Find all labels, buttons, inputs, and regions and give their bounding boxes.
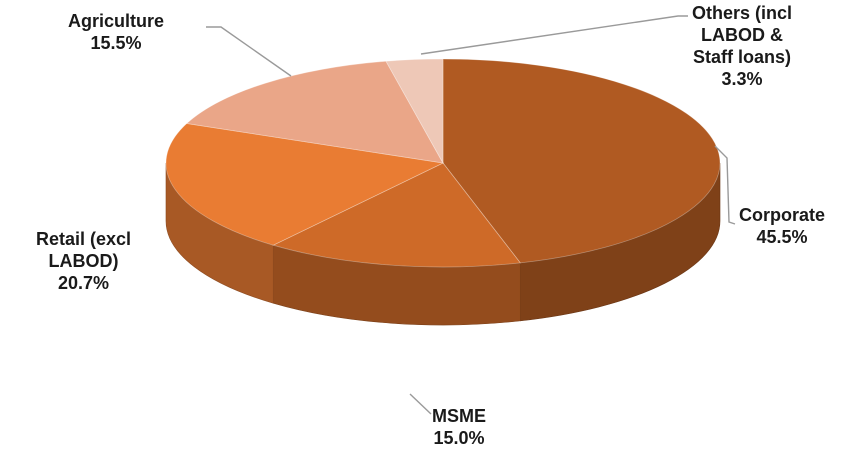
pie-top-layer <box>165 58 721 268</box>
slice-label-corporate: Corporate 45.5% <box>739 204 825 248</box>
slice-label-agriculture: Agriculture 15.5% <box>68 10 164 54</box>
msme-value: 15.0% <box>433 428 485 448</box>
retail-name-line2: LABOD) <box>48 251 119 271</box>
msme-name: MSME <box>432 406 486 426</box>
retail-name-line1: Retail (excl <box>36 229 132 249</box>
others-value: 3.3% <box>721 69 763 89</box>
retail-value: 20.7% <box>58 273 110 293</box>
slice-top-agriculture <box>185 60 444 164</box>
slice-label-others: Others (incl LABOD & Staff loans) 3.3% <box>692 2 792 90</box>
others-name-line1: Others (incl <box>692 3 793 23</box>
agriculture-value: 15.5% <box>90 33 142 53</box>
agriculture-name: Agriculture <box>68 11 165 31</box>
slice-top-others <box>385 58 444 165</box>
slice-top-retail <box>165 123 445 246</box>
slice-top-msme <box>272 162 522 268</box>
leader-line-corporate <box>714 145 736 225</box>
others-name-line2: LABOD & <box>701 25 784 45</box>
leader-line-others <box>420 15 688 55</box>
others-name-line3: Staff loans) <box>693 47 792 67</box>
corporate-name: Corporate <box>739 205 826 225</box>
leader-lines <box>206 15 736 415</box>
slice-label-msme: MSME 15.0% <box>432 405 486 449</box>
corporate-value: 45.5% <box>756 227 808 247</box>
leader-line-msme <box>409 393 432 415</box>
leader-line-agriculture <box>206 26 292 77</box>
slice-label-retail: Retail (excl LABOD) 20.7% <box>36 228 131 294</box>
